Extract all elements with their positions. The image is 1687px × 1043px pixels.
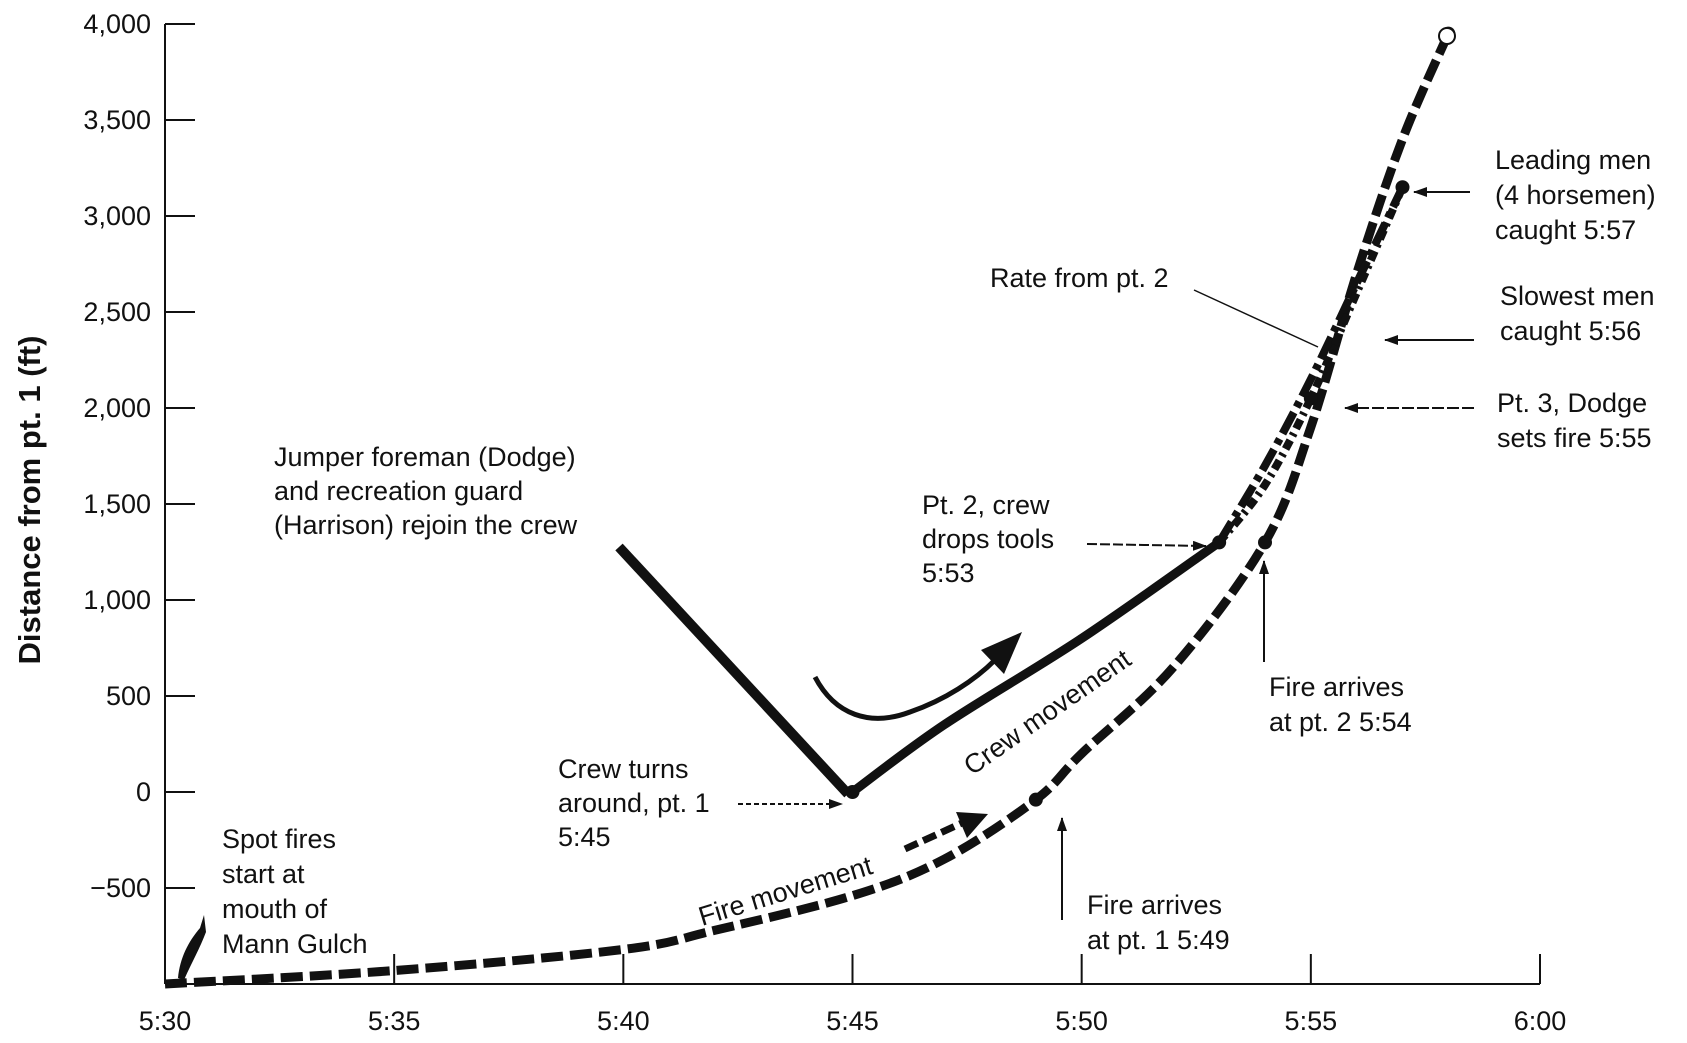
x-tick-label: 5:50	[1055, 1006, 1108, 1036]
data-point	[1212, 535, 1227, 550]
top-marker	[1438, 27, 1456, 45]
x-tick-label: 5:40	[597, 1006, 650, 1036]
spot-fires-label: Spot fires start at mouth of Mann Gulch	[222, 824, 368, 959]
fire-pt2-label: Fire arrives at pt. 2 5:54	[1269, 672, 1412, 737]
pt2-crew-label: Pt. 2, crew drops tools 5:53	[922, 490, 1062, 588]
rate-pt2-label: Rate from pt. 2	[990, 263, 1169, 293]
y-tick-label: 1,500	[83, 489, 151, 519]
jumper-label: Jumper foreman (Dodge) and recreation gu…	[274, 442, 583, 540]
flame-icon	[178, 915, 206, 980]
x-tick-label: 6:00	[1514, 1006, 1567, 1036]
x-tick-label: 5:35	[368, 1006, 421, 1036]
y-tick-label: 3,000	[83, 201, 151, 231]
y-tick-label: 0	[136, 777, 151, 807]
y-axis-ticks: 4,000 3,500 3,000 2,500 2,000 1,500 1,000 500 0 −…	[83, 9, 195, 903]
leading-men-label: Leading men (4 horsemen) caught 5:57	[1495, 145, 1663, 245]
series-layer	[164, 31, 1453, 989]
x-tick-label: 5:45	[826, 1006, 879, 1036]
crew-arrowhead	[981, 632, 1022, 674]
series-line-dash-dot	[1215, 185, 1407, 545]
fire-movement-arrow	[903, 819, 964, 853]
y-tick-label: 1,000	[83, 585, 151, 615]
series-line-dashed	[164, 31, 1453, 989]
slowest-men-label: Slowest men caught 5:56	[1500, 281, 1662, 346]
y-tick-label: 2,000	[83, 393, 151, 423]
x-tick-label: 5:30	[139, 1006, 192, 1036]
pt3-label: Pt. 3, Dodge sets fire 5:55	[1497, 388, 1655, 453]
data-point	[1258, 535, 1272, 550]
crew-turns-label: Crew turns around, pt. 1 5:45	[558, 754, 717, 852]
y-tick-label: −500	[90, 873, 151, 903]
y-tick-label: 500	[106, 681, 151, 711]
pt2-crew-arrow	[1086, 540, 1207, 551]
fire-arrowhead	[956, 812, 988, 838]
y-tick-label: 3,500	[83, 105, 151, 135]
crew-turnaround-arrow	[812, 658, 997, 721]
y-axis-label: Distance from pt. 1 (ft)	[12, 336, 47, 665]
x-axis-ticks: 5:30 5:35 5:40 5:45 5:50 5:55 6:00	[139, 954, 1567, 1036]
rate-pt2-pointer	[1193, 289, 1319, 348]
fire-pt1-label: Fire arrives at pt. 1 5:49	[1087, 890, 1230, 955]
jumper-rejoin-line	[615, 543, 852, 798]
y-tick-label: 4,000	[83, 9, 151, 39]
data-point	[1028, 792, 1043, 807]
x-tick-label: 5:55	[1285, 1006, 1338, 1036]
y-tick-label: 2,500	[83, 297, 151, 327]
data-point	[1395, 180, 1410, 195]
data-point	[1303, 391, 1318, 406]
series-line-solid	[849, 538, 1222, 796]
fire-movement-label: Fire movement	[695, 850, 876, 931]
